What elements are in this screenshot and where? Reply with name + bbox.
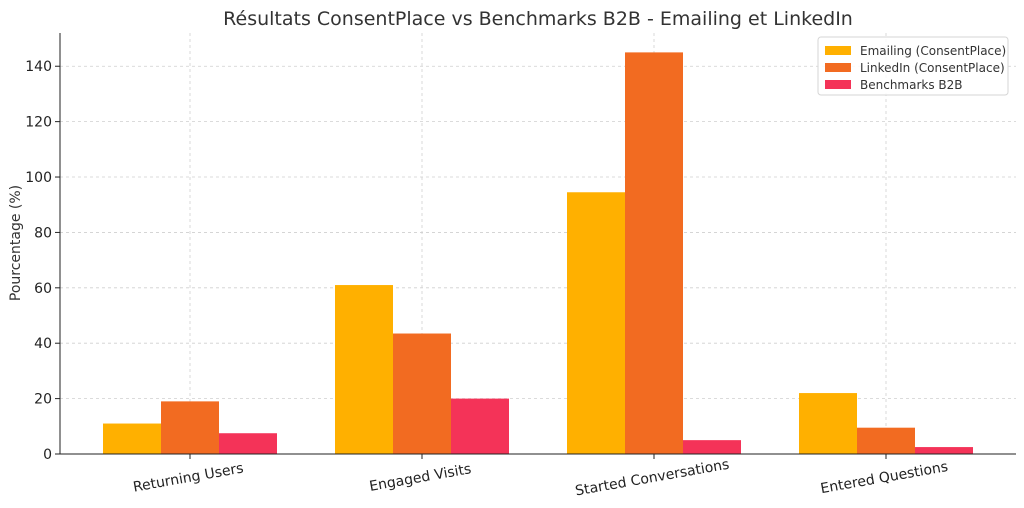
- legend-swatch: [825, 46, 851, 55]
- y-tick-label: 120: [25, 115, 52, 131]
- axes: [59, 33, 1016, 455]
- legend[interactable]: Emailing (ConsentPlace) LinkedIn (Consent…: [817, 36, 1009, 96]
- y-axis-label: Pourcentage (%): [8, 185, 24, 301]
- x-tick-label: Started Conversations: [574, 457, 730, 500]
- x-tick-label: Returning Users: [132, 460, 245, 495]
- y-tick-label: 60: [34, 281, 52, 297]
- y-tick-label: 140: [25, 59, 52, 75]
- y-tick-label: 0: [43, 447, 52, 463]
- x-tick-label: Engaged Visits: [368, 461, 472, 495]
- x-axis-ticks: Returning Users Engaged Visits Started Con…: [132, 454, 949, 499]
- chart-title: Résultats ConsentPlace vs Benchmarks B2B…: [223, 8, 853, 30]
- bar-emailing-consentplace-1: [335, 285, 393, 454]
- legend-label: LinkedIn (ConsentPlace): [860, 61, 1005, 75]
- bar-benchmarks-b2b-3: [915, 447, 973, 454]
- y-tick-label: 100: [25, 170, 52, 186]
- bar-emailing-consentplace-2: [567, 192, 625, 454]
- bars: [103, 52, 973, 455]
- legend-box: [817, 36, 1009, 96]
- bar-benchmarks-b2b-0: [219, 433, 277, 454]
- legend-label: Emailing (ConsentPlace): [860, 44, 1006, 58]
- bar-linkedin-consentplace-2: [625, 52, 683, 455]
- bar-benchmarks-b2b-1: [451, 398, 509, 454]
- legend-swatch: [825, 80, 851, 89]
- x-tick-label: Entered Questions: [819, 459, 949, 497]
- bar-benchmarks-b2b-2: [683, 440, 741, 454]
- y-axis-ticks: 0 20 40 60 80 100 120 140: [25, 59, 60, 463]
- y-tick-label: 40: [34, 336, 52, 352]
- grid: [60, 33, 1016, 455]
- legend-swatch: [825, 63, 851, 72]
- y-tick-label: 80: [34, 225, 52, 241]
- legend-label: Benchmarks B2B: [860, 78, 963, 92]
- bar-linkedin-consentplace-1: [393, 333, 451, 454]
- bar-emailing-consentplace-0: [103, 423, 161, 454]
- y-tick-label: 20: [34, 392, 52, 408]
- bar-linkedin-consentplace-0: [161, 401, 219, 454]
- bar-emailing-consentplace-3: [799, 393, 857, 454]
- bar-linkedin-consentplace-3: [857, 427, 915, 454]
